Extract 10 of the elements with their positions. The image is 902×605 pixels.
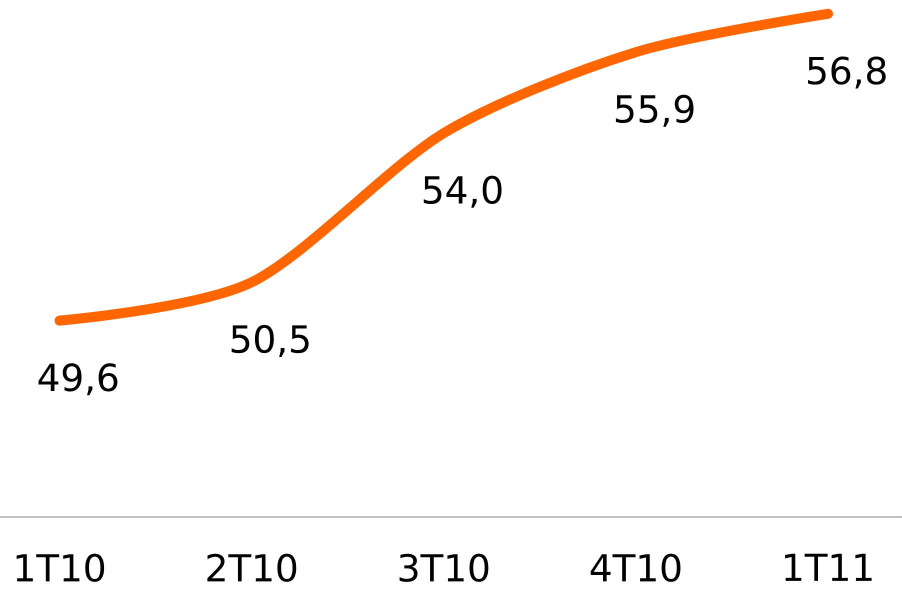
x-tick-label: 1T11: [785, 554, 872, 581]
x-tick-label: 1T10: [16, 554, 104, 582]
x-tick-label: 4T10: [590, 554, 680, 582]
data-label: 50,5: [232, 324, 309, 357]
data-label: 54,0: [424, 176, 502, 208]
data-label: 55,9: [616, 94, 694, 127]
data-label: 56,8: [808, 56, 886, 88]
x-tick-label: 3T10: [400, 554, 488, 582]
x-tick-label: 2T10: [207, 554, 296, 582]
data-label: 49,6: [38, 363, 118, 396]
